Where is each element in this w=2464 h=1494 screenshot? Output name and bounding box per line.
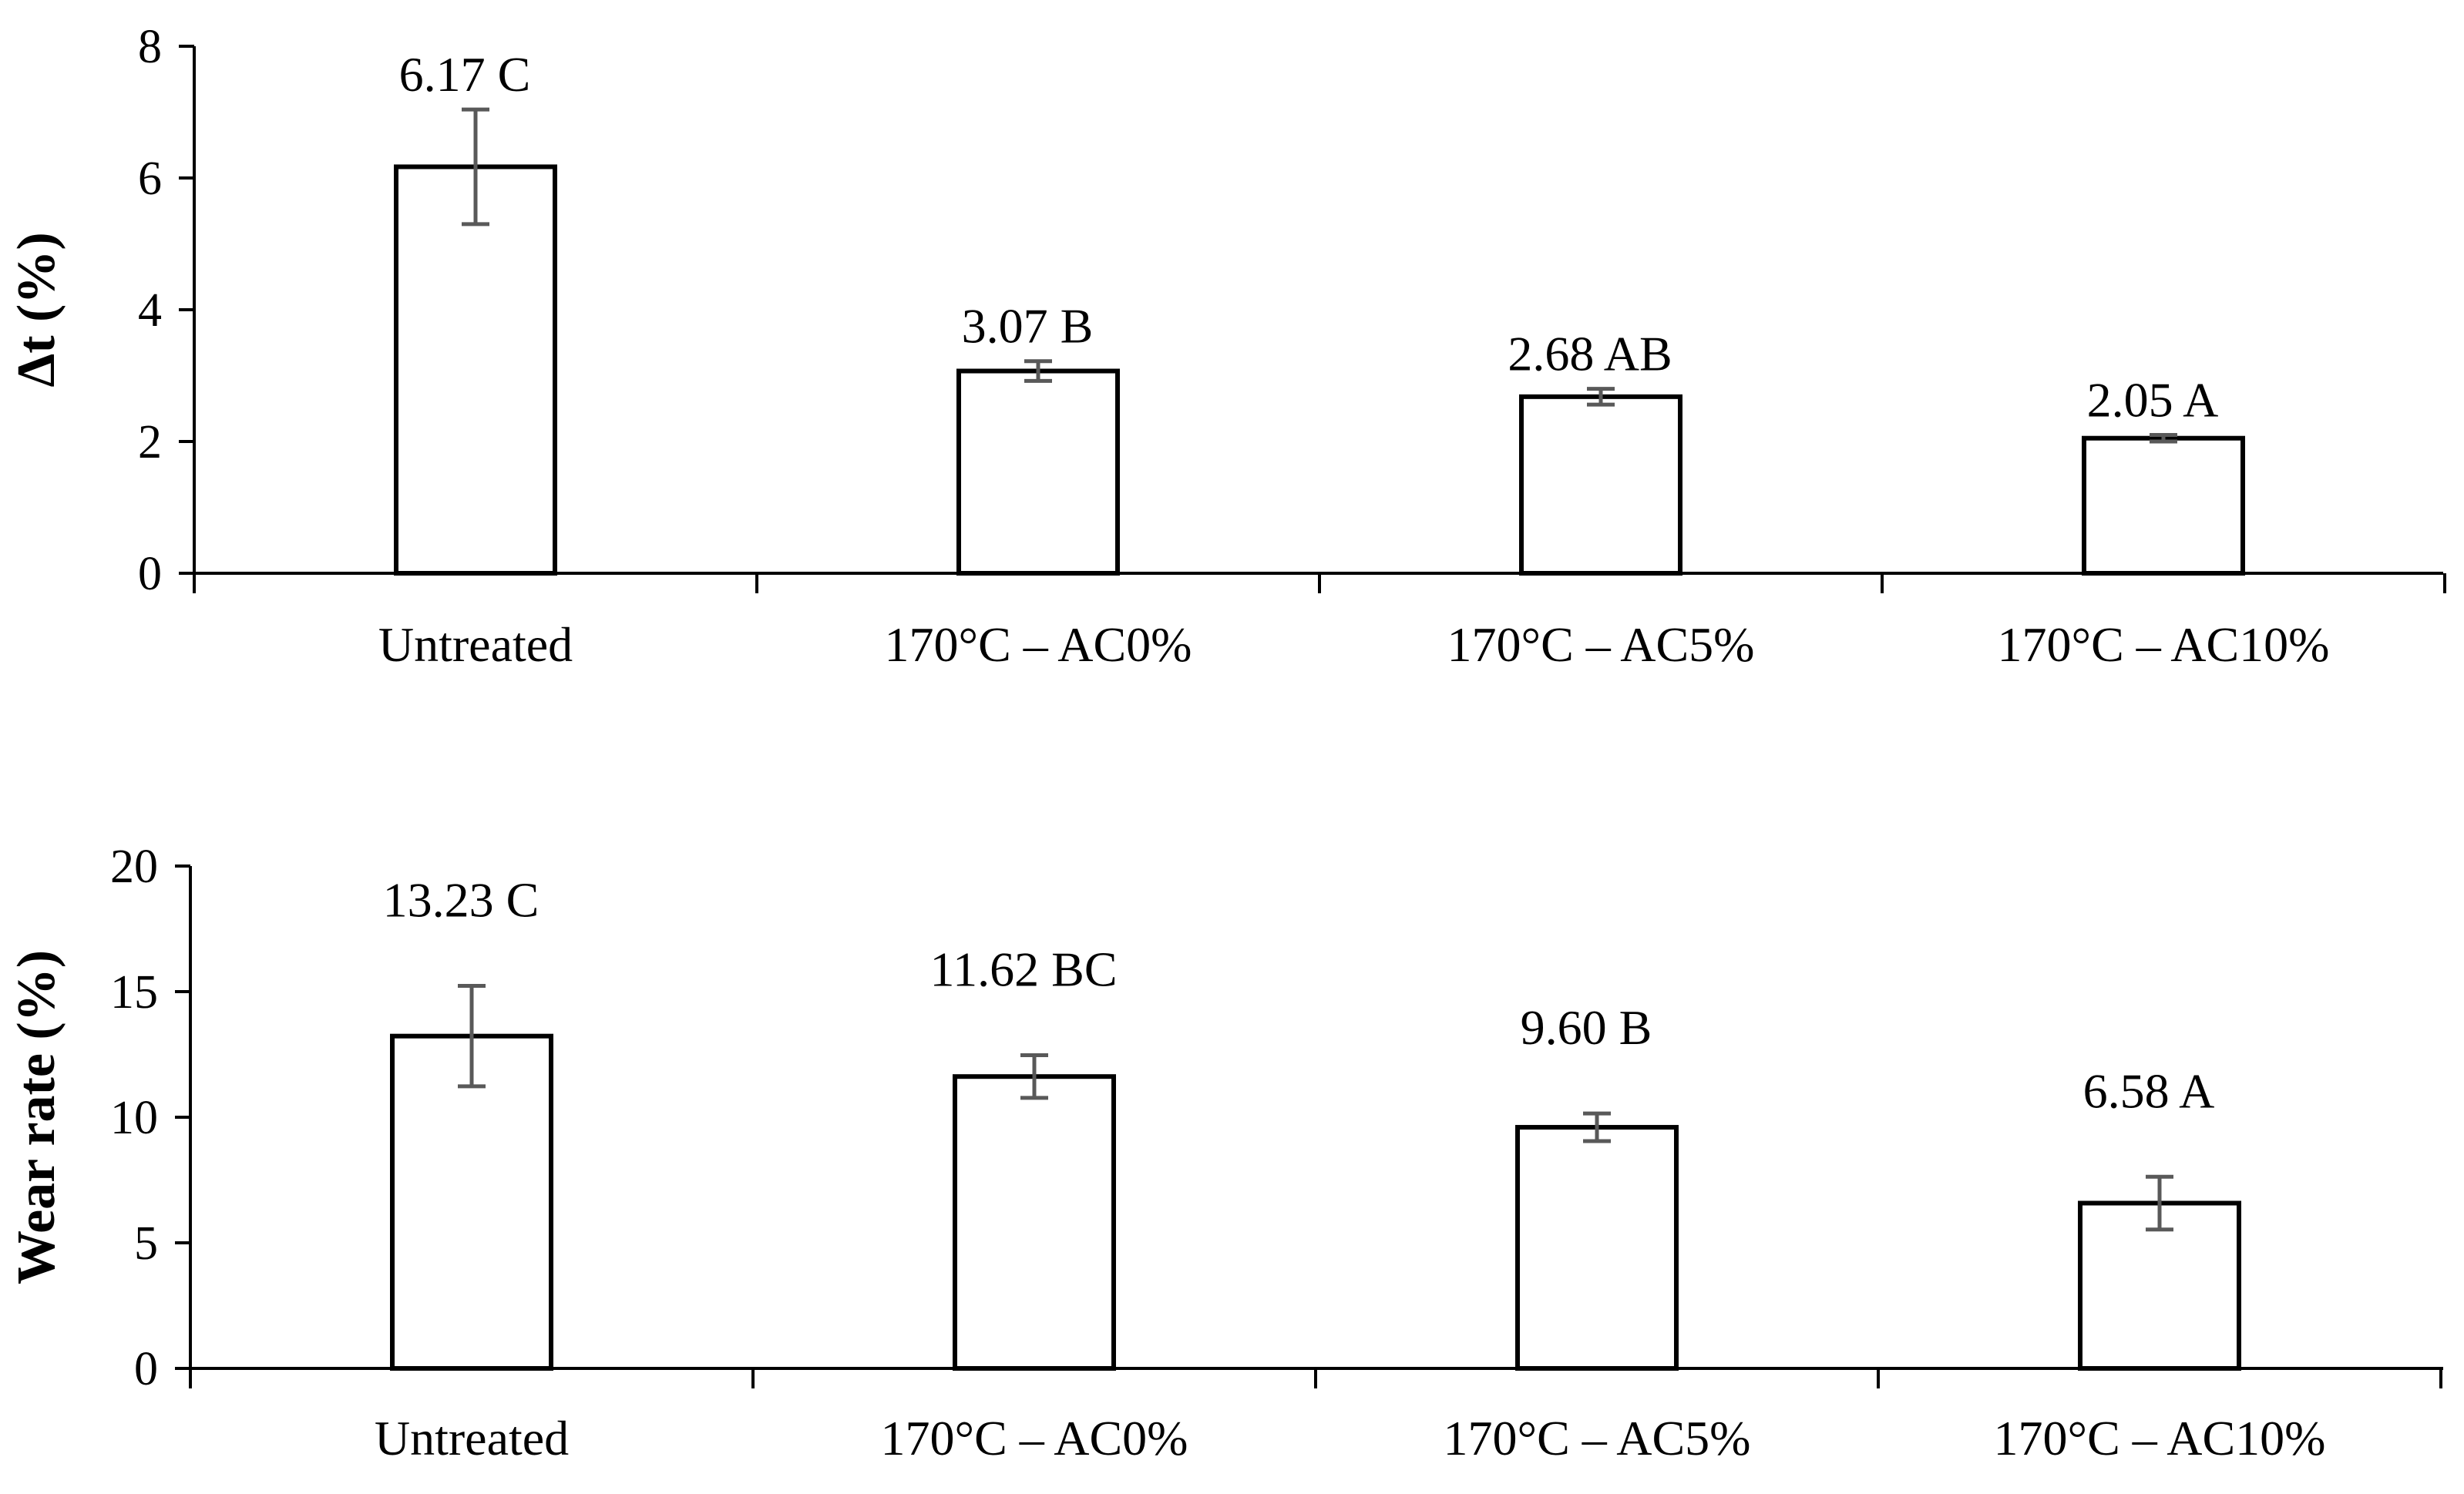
- data-label: 6.58 A: [2083, 1063, 2215, 1118]
- y-tick-label: 0: [134, 1343, 158, 1395]
- x-tick-label: 170°C – AC5%: [1444, 1411, 1751, 1465]
- x-tick-label: Untreated: [375, 1411, 569, 1465]
- y-tick-label: 20: [110, 841, 158, 893]
- bar: [390, 1033, 553, 1371]
- bar: [1515, 1125, 1679, 1371]
- y-tick-label: 2: [138, 416, 162, 468]
- bar: [1519, 394, 1682, 576]
- y-tick-label: 4: [138, 284, 162, 337]
- x-tick-label: 170°C – AC0%: [885, 617, 1192, 672]
- y-tick-label: 5: [134, 1217, 158, 1270]
- data-label: 3.07 B: [962, 299, 1094, 354]
- data-label: 6.17 C: [399, 47, 531, 102]
- bar: [953, 1074, 1116, 1371]
- x-tick-label: 170°C – AC5%: [1447, 617, 1755, 672]
- y-tick-label: 0: [138, 548, 162, 600]
- y-axis-title: Δt (%): [7, 232, 66, 387]
- data-label: 11.62 BC: [930, 942, 1118, 996]
- data-label: 2.05 A: [2087, 372, 2219, 427]
- y-axis-title: Wear rate (%): [7, 950, 66, 1284]
- x-tick-label: 170°C – AC10%: [1994, 1411, 2326, 1465]
- data-label: 2.68 AB: [1508, 327, 1672, 381]
- bar: [394, 164, 557, 576]
- bar: [2082, 435, 2245, 576]
- chart-delta-t: 0 2 4 6 8 6.17 C Untreated 3.07 B 170°C – AC0% 2.…: [7, 21, 2446, 672]
- chart-wear-rate: 0 5 10 15 20 13.23 C Untreated 11.62 BC 170°C – …: [7, 841, 2443, 1465]
- y-tick-label: 6: [138, 153, 162, 205]
- data-label: 9.60 B: [1521, 1000, 1652, 1055]
- y-tick-label: 10: [110, 1092, 158, 1144]
- data-label: 13.23 C: [383, 873, 540, 928]
- x-tick-label: 170°C – AC0%: [881, 1411, 1188, 1465]
- x-tick-label: Untreated: [378, 617, 573, 672]
- y-tick-label: 8: [138, 21, 162, 73]
- x-tick-label: 170°C – AC10%: [1998, 617, 2330, 672]
- y-tick-label: 15: [110, 966, 158, 1019]
- bar: [956, 368, 1120, 576]
